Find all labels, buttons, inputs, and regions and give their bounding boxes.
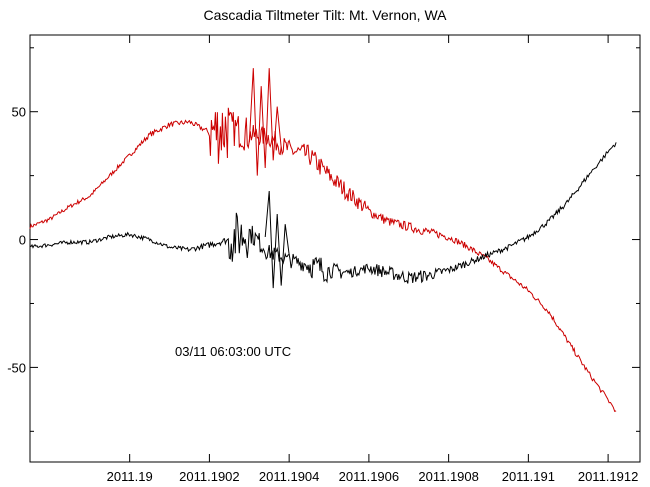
x-tick-label: 2011.1902	[179, 469, 240, 484]
series-line-0	[29, 107, 617, 413]
y-tick-label: -50	[7, 360, 26, 375]
event-time-annotation: 03/11 06:03:00 UTC	[175, 344, 292, 359]
earthquake-spike-0	[248, 68, 282, 176]
plot-frame	[29, 34, 641, 463]
y-tick-label: 0	[19, 233, 26, 248]
x-tick-label: 2011.1912	[578, 469, 639, 484]
axis-ticks: 2011.19 2011.1902 2011.1904 2011.1906 2011.1…	[7, 35, 640, 484]
x-tick-label: 2011.191	[502, 469, 555, 484]
x-tick-label: 2011.1904	[259, 469, 320, 484]
x-tick-label: 2011.19	[107, 469, 153, 484]
chart-title: Cascadia Tiltmeter Tilt: Mt. Vernon, WA	[203, 7, 447, 23]
series-layer	[29, 68, 617, 413]
y-tick-label: 50	[12, 105, 26, 120]
earthquake-spike-1	[264, 190, 290, 289]
x-tick-label: 2011.1906	[339, 469, 400, 484]
x-tick-label: 2011.1908	[418, 469, 479, 484]
series-line-1	[29, 142, 617, 284]
